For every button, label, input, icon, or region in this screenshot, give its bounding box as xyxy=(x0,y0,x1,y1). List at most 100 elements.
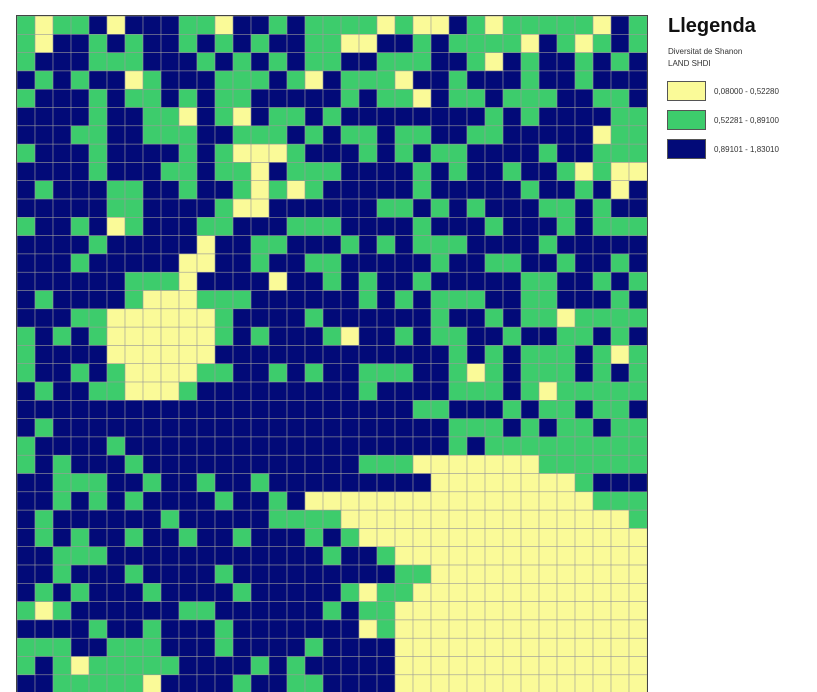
grid-cell-class-high xyxy=(232,454,252,475)
grid-cell-class-mid xyxy=(610,107,630,127)
grid-cell-class-high xyxy=(286,473,306,493)
grid-cell-class-high xyxy=(34,399,54,420)
grid-cell-class-high xyxy=(88,271,108,292)
grid-cell-class-high xyxy=(142,528,162,548)
grid-cell-class-high xyxy=(106,619,126,639)
grid-cell-class-high xyxy=(70,162,90,182)
grid-cell-class-mid xyxy=(17,143,36,163)
grid-cell-class-high xyxy=(124,509,144,529)
grid-cell-class-low xyxy=(574,33,594,54)
grid-cell-class-mid xyxy=(70,308,90,328)
grid-cell-class-high xyxy=(232,235,252,255)
grid-cell-class-high xyxy=(214,418,234,438)
grid-cell-class-low xyxy=(412,601,432,621)
grid-cell-class-high xyxy=(358,418,378,438)
grid-cell-class-mid xyxy=(286,217,306,237)
grid-cell-class-high xyxy=(70,52,90,72)
grid-cell-class-low xyxy=(484,656,504,676)
grid-cell-class-mid xyxy=(142,637,162,658)
grid-cell-class-high xyxy=(448,16,468,35)
grid-cell-class-high xyxy=(250,345,270,365)
grid-cell-class-mid xyxy=(628,345,647,365)
grid-cell-class-mid xyxy=(430,399,450,420)
grid-cell-class-mid xyxy=(592,381,612,401)
grid-cell-class-mid xyxy=(556,16,576,35)
grid-cell-class-low xyxy=(574,656,594,676)
grid-cell-class-low xyxy=(610,528,630,548)
grid-cell-class-mid xyxy=(592,143,612,163)
grid-cell-class-low xyxy=(106,326,126,346)
grid-cell-class-mid xyxy=(106,381,126,401)
grid-cell-class-high xyxy=(376,381,396,401)
grid-cell-class-high xyxy=(52,180,72,200)
grid-cell-class-low xyxy=(250,143,270,163)
grid-cell-class-low xyxy=(484,564,504,584)
grid-cell-class-high xyxy=(520,143,540,163)
grid-cell-class-high xyxy=(304,418,324,438)
grid-cell-class-low xyxy=(358,582,378,603)
grid-cell-class-mid xyxy=(160,162,180,182)
grid-cell-class-low xyxy=(214,16,234,35)
grid-cell-class-high xyxy=(17,180,36,200)
grid-cell-class-high xyxy=(196,143,216,163)
grid-cell-class-mid xyxy=(52,454,72,475)
grid-cell-class-high xyxy=(286,16,306,35)
grid-cell-class-high xyxy=(466,308,486,328)
grid-cell-class-high xyxy=(196,528,216,548)
legend-swatch-mid xyxy=(667,110,706,130)
grid-cell-class-high xyxy=(70,290,90,310)
grid-cell-class-high xyxy=(160,619,180,639)
grid-cell-class-mid xyxy=(520,345,540,365)
grid-cell-class-high xyxy=(304,436,324,456)
grid-cell-class-high xyxy=(160,637,180,658)
grid-cell-class-high xyxy=(34,125,54,145)
grid-cell-class-high xyxy=(124,473,144,493)
grid-cell-class-high xyxy=(376,290,396,310)
legend-items: 0,08000 - 0,52280 0,52281 - 0,89100 0,89… xyxy=(667,80,815,160)
grid-cell-class-low xyxy=(628,564,647,584)
grid-cell-class-high xyxy=(88,582,108,603)
grid-cell-class-high xyxy=(394,235,414,255)
grid-cell-class-high xyxy=(124,107,144,127)
grid-cell-class-high xyxy=(322,290,342,310)
grid-cell-class-low xyxy=(484,528,504,548)
grid-cell-class-high xyxy=(196,564,216,584)
grid-cell-class-mid xyxy=(124,271,144,292)
grid-cell-class-low xyxy=(412,619,432,639)
grid-cell-class-mid xyxy=(340,16,360,35)
grid-cell-class-high xyxy=(232,509,252,529)
grid-cell-class-mid xyxy=(466,381,486,401)
grid-cell-class-mid xyxy=(214,162,234,182)
grid-cell-class-high xyxy=(142,235,162,255)
grid-cell-class-high xyxy=(178,546,198,566)
grid-cell-class-high xyxy=(610,198,630,218)
grid-cell-class-mid xyxy=(214,637,234,658)
grid-cell-class-mid xyxy=(394,454,414,475)
grid-cell-class-mid xyxy=(106,198,126,218)
grid-cell-class-low xyxy=(628,601,647,621)
grid-cell-class-high xyxy=(214,454,234,475)
grid-cell-class-low xyxy=(538,637,558,658)
grid-cell-class-mid xyxy=(520,107,540,127)
grid-cell-class-high xyxy=(250,601,270,621)
grid-cell-class-high xyxy=(322,637,342,658)
grid-cell-class-high xyxy=(448,217,468,237)
grid-cell-class-high xyxy=(106,107,126,127)
grid-cell-class-mid xyxy=(34,70,54,90)
grid-cell-class-mid xyxy=(88,33,108,54)
grid-cell-class-high xyxy=(574,235,594,255)
grid-cell-class-mid xyxy=(214,33,234,54)
grid-cell-class-high xyxy=(142,143,162,163)
grid-cell-class-high xyxy=(88,601,108,621)
grid-cell-class-low xyxy=(556,637,576,658)
grid-cell-class-high xyxy=(574,345,594,365)
grid-cell-class-high xyxy=(412,345,432,365)
grid-cell-class-high xyxy=(538,107,558,127)
grid-cell-class-mid xyxy=(142,619,162,639)
grid-cell-class-mid xyxy=(88,656,108,676)
grid-cell-class-low xyxy=(556,656,576,676)
grid-cell-class-high xyxy=(88,345,108,365)
grid-cell-class-mid xyxy=(574,326,594,346)
grid-cell-class-high xyxy=(304,107,324,127)
grid-cell-class-mid xyxy=(592,33,612,54)
